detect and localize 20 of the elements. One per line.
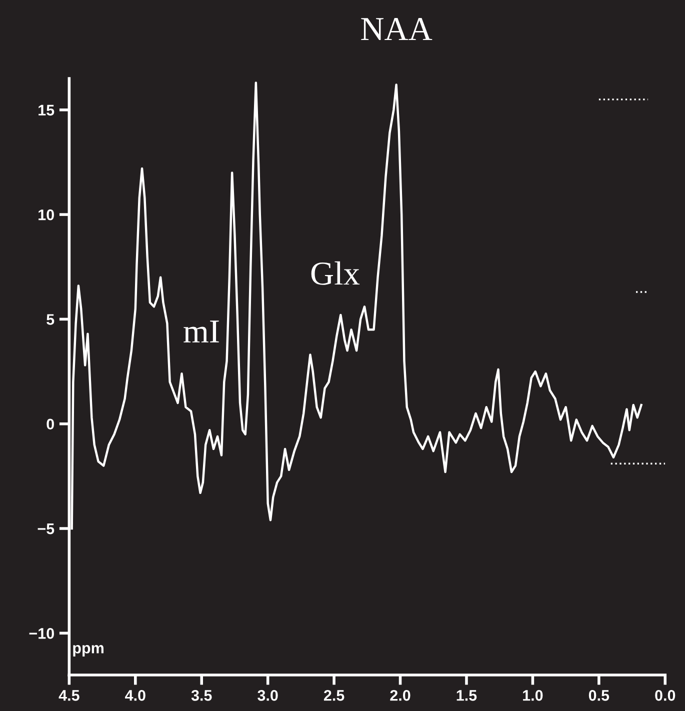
x-axis-title: ppm	[73, 645, 104, 656]
x-tick-label: 3.5	[191, 690, 212, 701]
y-tick-label: 10	[38, 209, 54, 220]
y-tick-label: 5	[46, 314, 54, 325]
y-tick-label: 15	[38, 104, 54, 116]
x-tick-label: 4.0	[125, 690, 146, 701]
x-tick-label: 1.0	[523, 690, 543, 701]
x-tick-label: 0.5	[588, 690, 610, 701]
x-tick-label: 0.0	[655, 690, 676, 701]
x-tick-label: 1.5	[456, 690, 477, 701]
annotation: mI	[184, 320, 219, 342]
annotation: Glx	[311, 261, 360, 285]
annotation: NAA	[361, 18, 432, 40]
y-tick-label: −10	[29, 628, 54, 639]
x-tick-label: 3.0	[258, 690, 278, 701]
x-tick-label: 4.5	[58, 690, 80, 701]
y-tick-label: −5	[38, 524, 54, 534]
x-tick-label: 2.0	[390, 690, 410, 701]
x-tick-label: 2.5	[324, 690, 344, 701]
y-tick-label: 0	[46, 418, 54, 430]
